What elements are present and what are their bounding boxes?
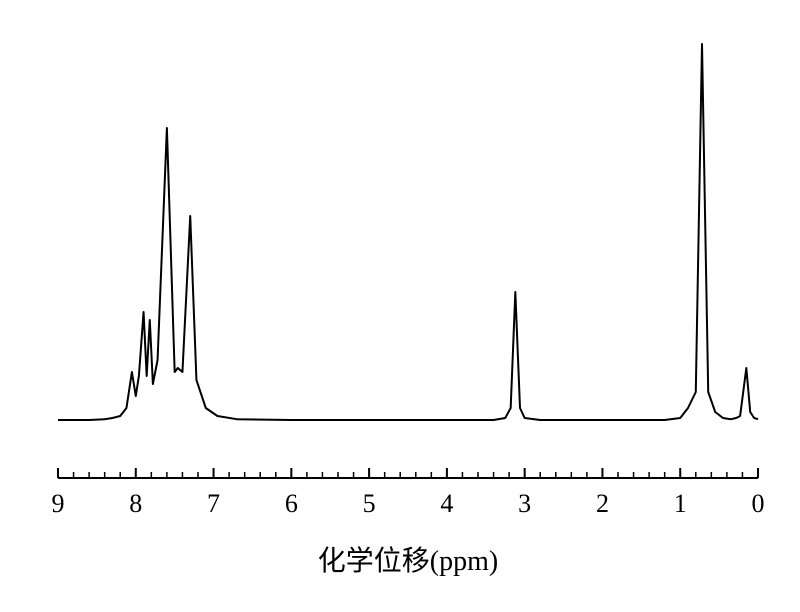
x-axis-label: 化学位移(ppm)	[318, 545, 498, 577]
x-tick-label: 8	[129, 489, 142, 518]
spectrum-trace	[58, 44, 758, 420]
x-tick-label: 0	[752, 489, 765, 518]
chart-svg: 9 8 7 6 5 4 3 2 1 0 化学位移(ppm)	[0, 0, 800, 612]
x-tick-label: 1	[674, 489, 687, 518]
x-tick-label: 9	[52, 489, 65, 518]
x-tick-label: 4	[440, 489, 453, 518]
nmr-spectrum-chart: 9 8 7 6 5 4 3 2 1 0 化学位移(ppm)	[0, 0, 800, 612]
x-tick-label: 7	[207, 489, 220, 518]
x-tick-label: 3	[518, 489, 531, 518]
x-tick-label: 6	[285, 489, 298, 518]
x-tick-label: 5	[363, 489, 376, 518]
x-tick-label: 2	[596, 489, 609, 518]
